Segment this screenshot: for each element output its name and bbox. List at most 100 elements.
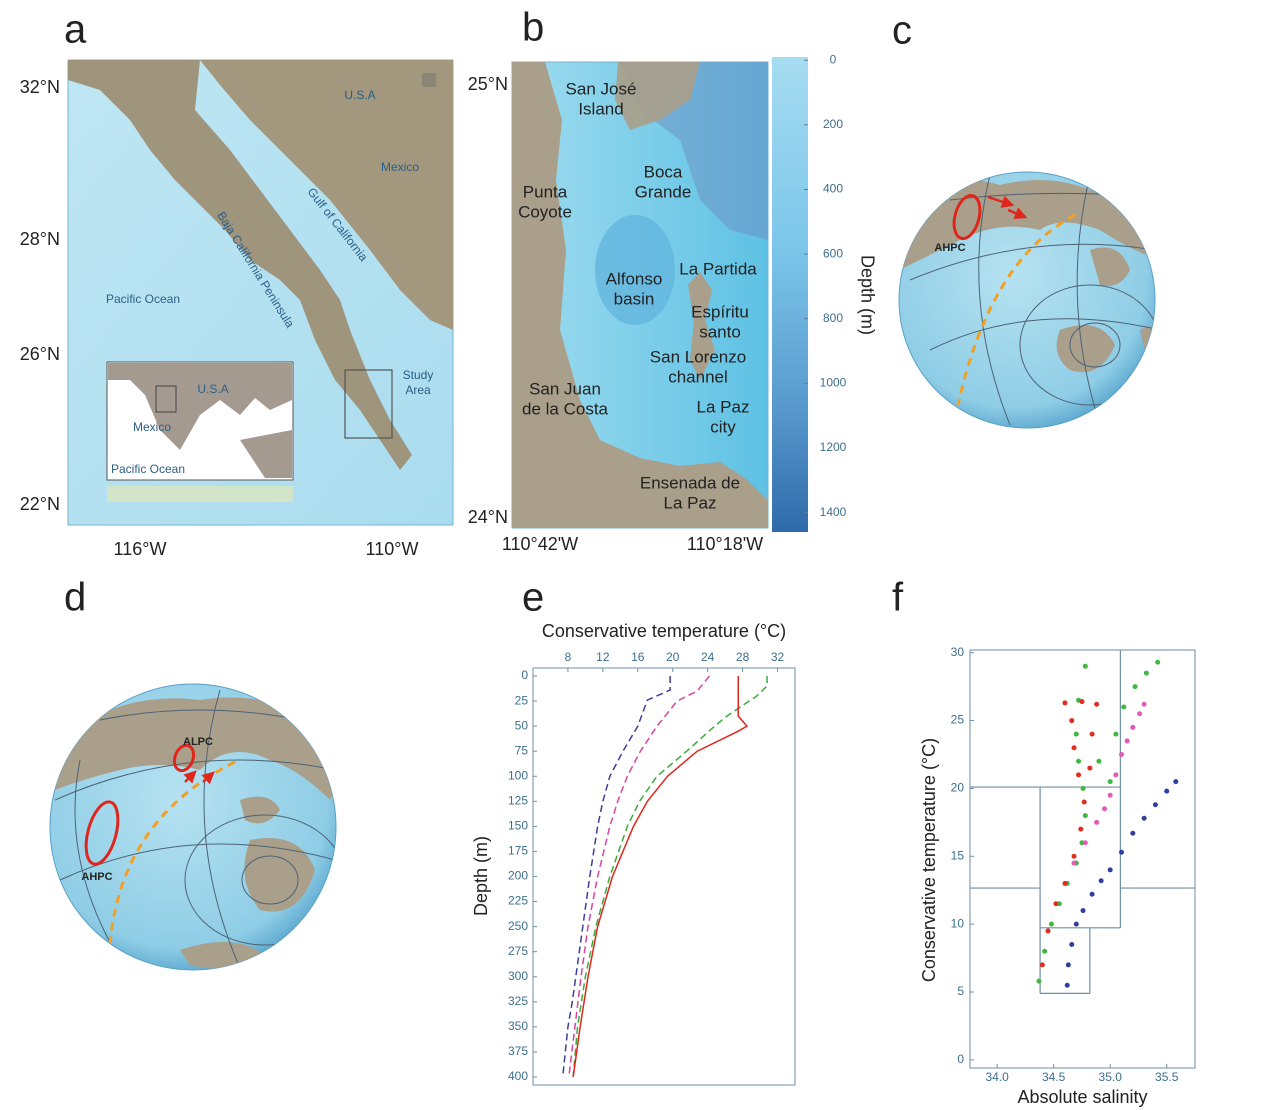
- lon-label: 110°42'W: [502, 534, 578, 554]
- scatter-point: [1066, 962, 1071, 967]
- lat-label: 26°N: [20, 344, 60, 364]
- scatter-point: [1076, 759, 1081, 764]
- y-tick-label: 0: [521, 668, 528, 682]
- y-tick-label: 200: [508, 869, 528, 883]
- plot-frame: [970, 650, 1195, 1068]
- y-tick-label: 350: [508, 1019, 528, 1033]
- globe-c: [899, 172, 1170, 428]
- scatter-point: [1094, 702, 1099, 707]
- place-label: U.S.A: [344, 88, 375, 102]
- colorbar-tick-label: 600: [823, 246, 843, 260]
- scatter-point: [1096, 759, 1101, 764]
- scatter-point: [1082, 800, 1087, 805]
- inset-label: U.S.A: [197, 382, 228, 396]
- lat-label: 22°N: [20, 494, 60, 514]
- colorbar-tick-label: 400: [823, 182, 843, 196]
- y-tick-label: 10: [951, 916, 965, 930]
- x-tick-label: 34.0: [985, 1070, 1009, 1084]
- panel-label: c: [892, 9, 912, 53]
- colorbar-tick-label: 1000: [820, 376, 847, 390]
- y-tick-label: 30: [951, 645, 965, 659]
- lat-label: 28°N: [20, 229, 60, 249]
- x-tick-label: 24: [701, 650, 715, 664]
- lat-label: 32°N: [20, 77, 60, 97]
- scatter-point: [1142, 816, 1147, 821]
- scatter-point: [1081, 786, 1086, 791]
- place-label: Grande: [635, 182, 692, 201]
- scatter-point: [1072, 745, 1077, 750]
- figure: a b c d e f 32°N28°N26°N22°N116°W110°WU.…: [0, 0, 1273, 1110]
- x-tick-label: 8: [565, 650, 572, 664]
- place-label: Pacific Ocean: [106, 292, 180, 306]
- scatter-point: [1083, 813, 1088, 818]
- scatter-point: [1087, 766, 1092, 771]
- colorbar-tick-label: 200: [823, 117, 843, 131]
- y-tick-label: 100: [508, 768, 528, 782]
- inset-label: Mexico: [133, 420, 171, 434]
- scatter-point: [1053, 901, 1058, 906]
- colorbar-label: Depth (m): [857, 255, 877, 335]
- scatter-point: [1113, 732, 1118, 737]
- colorbar-tick-label: 1400: [820, 505, 847, 519]
- scatter-point: [1072, 854, 1077, 859]
- colorbar-tick-label: 800: [823, 311, 843, 325]
- y-tick-label: 400: [508, 1069, 528, 1083]
- x-tick-label: 32: [771, 650, 785, 664]
- place-label: Espíritu: [691, 302, 749, 321]
- marker: [422, 73, 436, 87]
- y-tick-label: 175: [508, 844, 528, 858]
- scatter-point: [1094, 820, 1099, 825]
- x-axis-label: Conservative temperature (°C): [542, 621, 786, 641]
- place-label: santo: [699, 322, 741, 341]
- scatter-point: [1074, 732, 1079, 737]
- scatter-point: [1062, 881, 1067, 886]
- y-tick-label: 5: [957, 984, 964, 998]
- place-label: Punta: [523, 182, 568, 201]
- y-tick-label: 75: [515, 743, 529, 757]
- lon-label: 110°18'W: [687, 534, 763, 554]
- current-label: AHPC: [934, 242, 965, 254]
- scatter-point: [1069, 718, 1074, 723]
- place-label: La Paz: [664, 493, 717, 512]
- scatter-point: [1108, 779, 1113, 784]
- inset-label: Pacific Ocean: [111, 462, 185, 476]
- x-tick-label: 35.0: [1099, 1070, 1123, 1084]
- scatter-point: [1142, 702, 1147, 707]
- colorbar-tick-label: 1200: [820, 440, 847, 454]
- y-tick-label: 125: [508, 793, 528, 807]
- scatter-point: [1119, 752, 1124, 757]
- y-axis-label: Conservative temperature (°C): [919, 738, 939, 982]
- y-axis-label: Depth (m): [471, 836, 491, 916]
- panel-label: f: [892, 576, 904, 620]
- scatter-point: [1078, 827, 1083, 832]
- place-label: San José: [566, 79, 637, 98]
- panel-label: a: [64, 8, 87, 52]
- y-tick-label: 15: [951, 848, 965, 862]
- lon-label: 110°W: [366, 539, 419, 559]
- plot-frame: [533, 668, 795, 1085]
- lon-label: 116°W: [114, 539, 167, 559]
- scatter-point: [1069, 942, 1074, 947]
- x-tick-label: 34.5: [1042, 1070, 1066, 1084]
- scatter-point: [1074, 922, 1079, 927]
- scatter-point: [1049, 922, 1054, 927]
- place-label: Coyote: [518, 202, 572, 221]
- scatter-point: [1072, 861, 1077, 866]
- x-tick-label: 16: [631, 650, 645, 664]
- scatter-point: [1076, 772, 1081, 777]
- current-label: AHPC: [81, 871, 112, 883]
- panel-label: b: [522, 6, 544, 50]
- x-tick-label: 20: [666, 650, 680, 664]
- place-label: de la Costa: [522, 399, 609, 418]
- place-label: La Partida: [679, 259, 757, 278]
- scatter-point: [1090, 732, 1095, 737]
- x-axis-label: Absolute salinity: [1017, 1087, 1147, 1107]
- scatter-point: [1108, 793, 1113, 798]
- colorbar: [772, 57, 808, 532]
- scatter-point: [1137, 711, 1142, 716]
- place-label: basin: [614, 289, 655, 308]
- scatter-point: [1102, 806, 1107, 811]
- lat-label: 24°N: [468, 507, 508, 527]
- panel-label: d: [64, 576, 86, 620]
- scatter-point: [1081, 908, 1086, 913]
